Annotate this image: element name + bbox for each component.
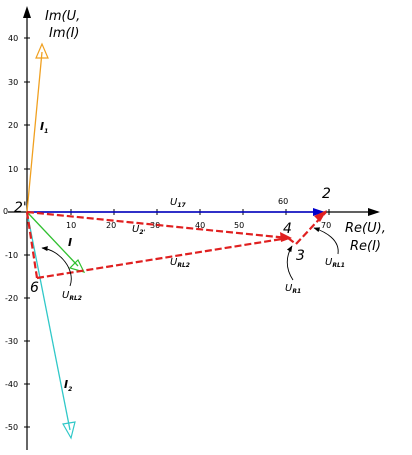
x-ticks: 10 20 30 40 50 60 70 [66, 197, 331, 230]
voltage-6-to-4 [36, 236, 289, 280]
voltage-ur1-label: UR1 [285, 283, 301, 295]
y-axis-label-line2: Im(I) [49, 26, 79, 41]
node-6-label: 6 [30, 280, 39, 296]
voltage-2prime-to-4 [26, 210, 289, 240]
current-i2-label: I2 [64, 378, 72, 393]
y-tick-label: 30 [8, 78, 18, 87]
voltage-u17-vector [27, 208, 325, 216]
x-tick-label: 30 [150, 221, 160, 230]
current-i-vector [26, 211, 86, 273]
x-tick-label: 40 [195, 221, 205, 230]
y-axis-arrow [23, 6, 31, 18]
x-axis-arrow [368, 208, 380, 216]
x-tick-label: 70 [321, 221, 331, 230]
y-tick-label: 10 [8, 165, 18, 174]
voltage-arrow-at-2 [314, 210, 327, 222]
leader-url2 [41, 246, 72, 287]
node-2-label: 2 [322, 186, 331, 202]
node-3-label: 3 [296, 248, 305, 264]
x-axis-label-line1: Re(U), [345, 221, 386, 236]
leader-ul1 [313, 227, 339, 255]
x-tick-label: 60 [278, 197, 288, 206]
node-2prime-label: 2' [14, 200, 27, 216]
voltage-arrow-at-4 [280, 232, 292, 242]
voltage-url2-label: URL2 [62, 290, 82, 302]
voltage-2prime-to-6 [25, 211, 39, 279]
current-i2-vector [26, 211, 76, 440]
y-axis-label-line1: Im(U, [45, 9, 80, 24]
voltage-u17-label: U17 [170, 197, 187, 209]
leader-ur1 [286, 245, 294, 281]
voltage-ul1-label: URL1 [325, 257, 345, 269]
x-tick-label: 20 [106, 221, 116, 230]
y-tick-label: -30 [5, 337, 18, 346]
x-tick-label: 50 [234, 221, 244, 230]
y-tick-label: -20 [5, 294, 18, 303]
y-tick-label: 0 [3, 207, 8, 216]
x-axis-label-line2: Re(I) [350, 239, 381, 254]
x-tick-label: 10 [66, 221, 76, 230]
current-i1-label: I1 [40, 120, 48, 135]
node-4-label: 4 [283, 221, 292, 237]
y-tick-label: 20 [8, 121, 18, 130]
y-tick-label: 40 [8, 34, 18, 43]
y-ticks: 40 30 20 10 0 -10 -20 -30 -40 -50 [3, 34, 30, 432]
current-i-label: I [68, 236, 72, 249]
current-i1-vector [26, 42, 49, 213]
voltage-ul2-label: URL2 [170, 257, 190, 269]
y-tick-label: -40 [5, 380, 18, 389]
y-tick-label: -50 [5, 423, 18, 432]
voltage-u2-label: U2' [132, 224, 146, 236]
y-tick-label: -10 [5, 251, 18, 260]
voltage-4-to-3 [287, 237, 297, 245]
